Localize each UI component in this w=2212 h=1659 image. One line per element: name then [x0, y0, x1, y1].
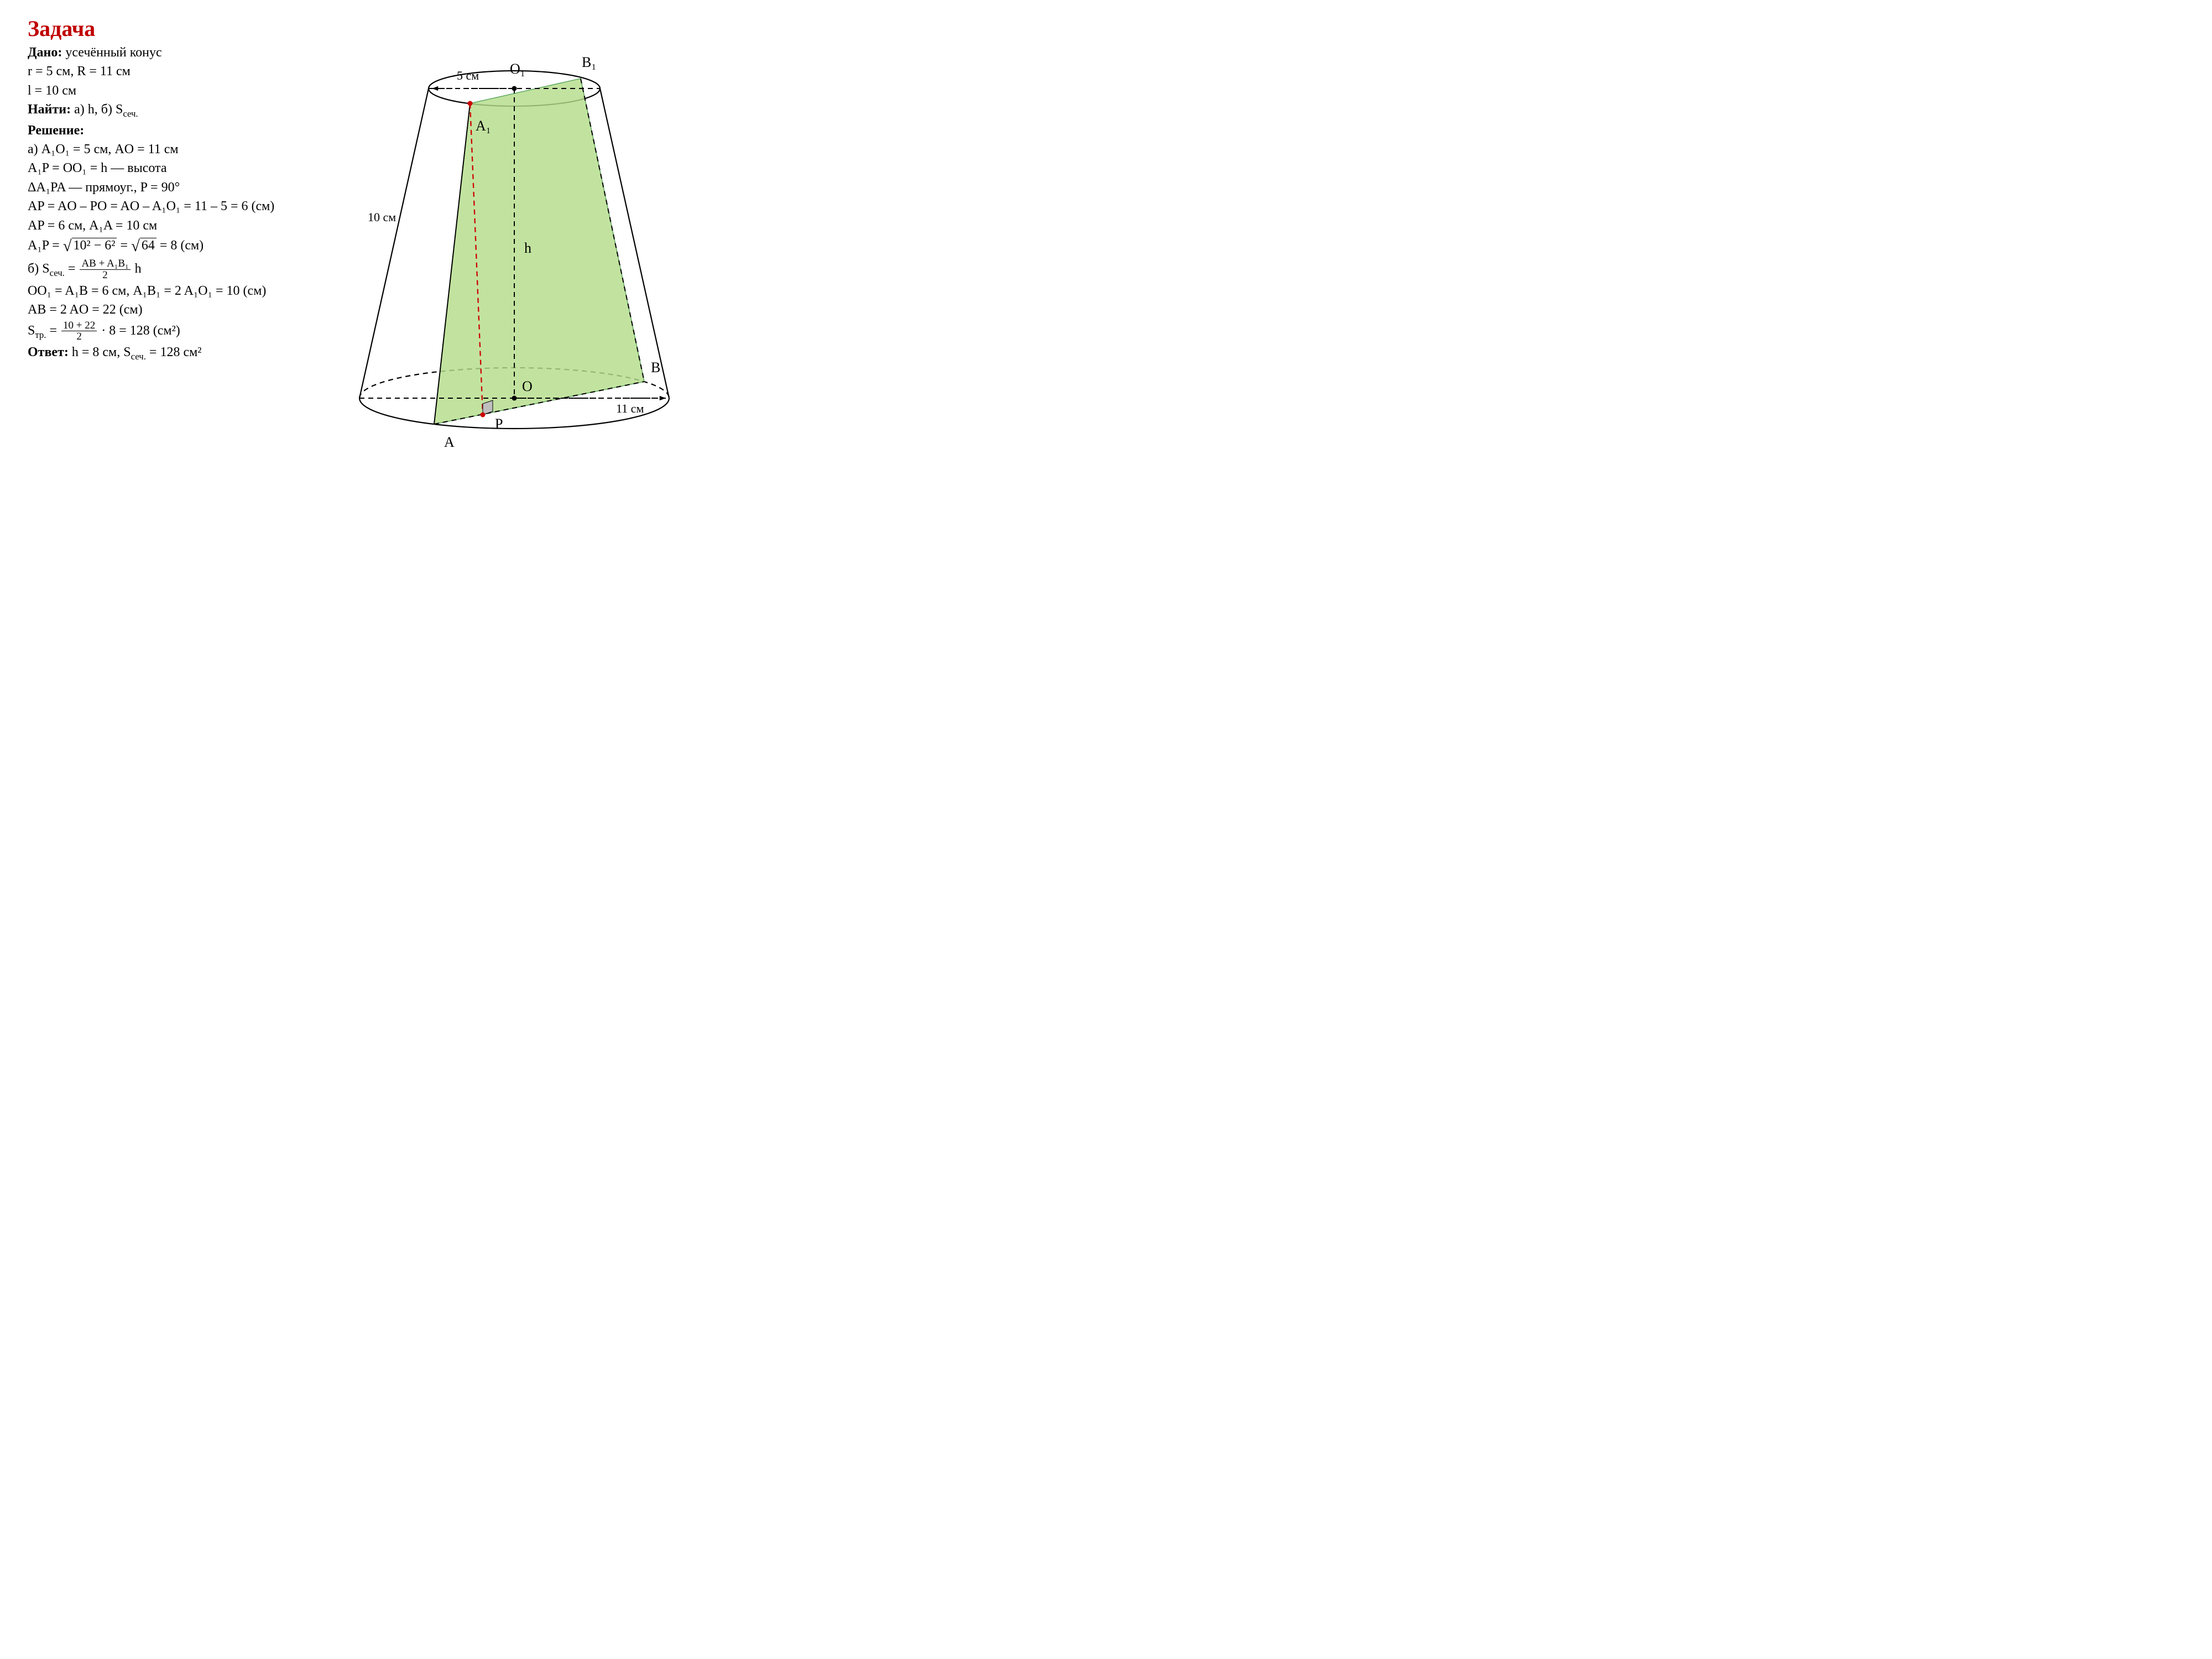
- problem-text: Задача Дано: усечённый конус r = 5 см, R…: [28, 15, 337, 364]
- find-label: Найти:: [28, 102, 71, 117]
- find-line: Найти: а) h, б) Sсеч.: [28, 101, 337, 120]
- label-A1: A₁: [476, 118, 491, 134]
- sol-a2: A₁P = OO₁ = h — высота: [28, 159, 337, 177]
- sqrt-2: √64: [131, 236, 156, 257]
- sol-a6-mid: =: [120, 238, 131, 253]
- sol-a6-pre: A₁P =: [28, 238, 63, 253]
- sol-b1: б) Sсеч. = AB + A₁B₁ 2 h: [28, 258, 337, 281]
- frustum-diagram: O₁ B₁ A₁ O B A P h 5 см 10 см 11 см: [337, 39, 686, 492]
- label-O1: O₁: [510, 61, 525, 77]
- diagram-svg: [337, 39, 686, 492]
- label-h: h: [524, 240, 531, 257]
- answer-post: = 128 см²: [146, 345, 202, 359]
- sol-a6-post: = 8 (см): [160, 238, 204, 253]
- sol-b1-sub: сеч.: [50, 268, 65, 278]
- answer-label: Ответ:: [28, 345, 69, 359]
- find-body: а) h, б) S: [71, 102, 123, 117]
- label-A: A: [444, 434, 455, 451]
- frac-1-den: 2: [80, 270, 130, 281]
- solution-label: Решение:: [28, 122, 337, 139]
- sol-a6: A₁P = √10² − 6² = √64 = 8 (см): [28, 236, 337, 257]
- sol-b1-eq: =: [68, 262, 79, 276]
- label-B1: B₁: [582, 54, 596, 71]
- frac-2: 10 + 22 2: [61, 320, 97, 343]
- sol-b4-sub: тр.: [35, 329, 46, 340]
- label-O: O: [522, 378, 533, 395]
- sol-b1-pre: б) S: [28, 262, 50, 276]
- find-sub: сеч.: [123, 108, 138, 119]
- given-line-1: Дано: усечённый конус: [28, 44, 337, 61]
- frac-2-num: 10 + 22: [61, 320, 97, 332]
- answer-sub: сеч.: [131, 351, 146, 362]
- sol-b4-eq: =: [49, 323, 60, 337]
- sol-a4: AP = AO – PO = AO – A₁O₁ = 11 – 5 = 6 (с…: [28, 197, 337, 215]
- sol-a3: ΔA₁PA — прямоуг., P = 90°: [28, 179, 337, 196]
- sol-b1-post: h: [135, 262, 142, 276]
- frac-1-num: AB + A₁B₁: [80, 258, 130, 270]
- sol-b2: OO₁ = A₁B = 6 см, A₁B₁ = 2 A₁O₁ = 10 (см…: [28, 282, 337, 300]
- frac-1: AB + A₁B₁ 2: [80, 258, 130, 281]
- title: Задача: [28, 15, 337, 41]
- sol-b4-pre: S: [28, 323, 35, 337]
- label-B: B: [651, 359, 660, 376]
- radicand-2: 64: [140, 238, 156, 253]
- given-line-3: l = 10 см: [28, 82, 337, 100]
- radicand-1: 10² − 6²: [72, 238, 117, 253]
- label-slant: 10 см: [368, 210, 396, 225]
- sol-a1: а) A₁O₁ = 5 см, AO = 11 см: [28, 140, 337, 158]
- sol-b4-post: · 8 = 128 (см²): [101, 323, 180, 337]
- sol-a5: AP = 6 см, A₁A = 10 см: [28, 217, 337, 234]
- sol-b4: Sтр. = 10 + 22 2 · 8 = 128 (см²): [28, 320, 337, 343]
- sol-b3: AB = 2 AO = 22 (см): [28, 301, 337, 319]
- sqrt-1: √10² − 6²: [63, 236, 117, 257]
- answer-line: Ответ: h = 8 см, Sсеч. = 128 см²: [28, 343, 337, 363]
- label-bottom-radius: 11 см: [616, 401, 644, 416]
- label-top-radius: 5 см: [457, 69, 479, 83]
- given-body: усечённый конус: [62, 45, 161, 60]
- label-P: P: [495, 416, 503, 432]
- given-line-2: r = 5 см, R = 11 см: [28, 62, 337, 80]
- given-label: Дано:: [28, 45, 62, 60]
- frac-2-den: 2: [61, 331, 97, 342]
- answer-body: h = 8 см, S: [69, 345, 131, 359]
